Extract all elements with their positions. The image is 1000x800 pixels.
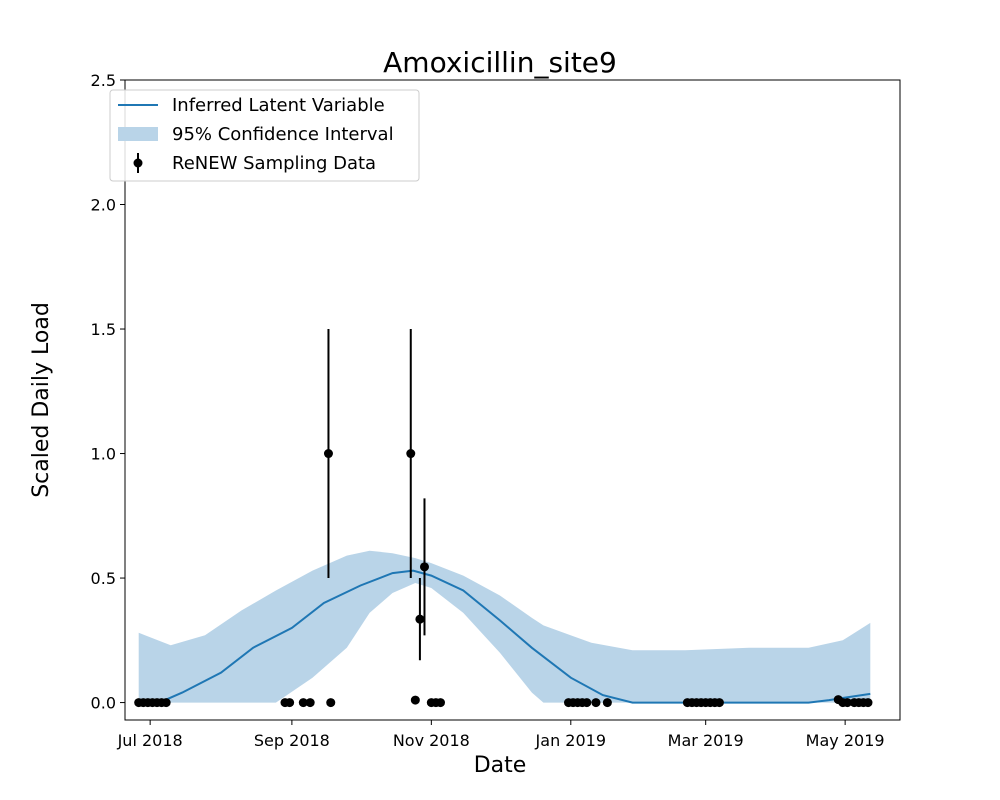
sample-point xyxy=(323,449,333,459)
sample-point xyxy=(415,614,425,624)
y-tick-label: 0.0 xyxy=(91,694,116,713)
sample-point xyxy=(602,698,612,708)
sample-point xyxy=(435,698,445,708)
sample-point xyxy=(419,562,429,572)
x-tick-label: Jan 2019 xyxy=(535,731,606,750)
y-tick-label: 1.5 xyxy=(91,320,116,339)
legend-label-line: Inferred Latent Variable xyxy=(172,95,385,116)
x-tick-label: May 2019 xyxy=(806,731,885,750)
sample-point xyxy=(863,698,873,708)
x-tick-label: Nov 2018 xyxy=(393,731,470,750)
sample-point xyxy=(714,698,724,708)
sample-point xyxy=(842,698,852,708)
legend-band-swatch xyxy=(118,127,158,141)
sampling-points-layer xyxy=(134,329,873,708)
confidence-band xyxy=(138,550,871,703)
y-tick-label: 1.0 xyxy=(91,445,116,464)
y-tick-label: 2.0 xyxy=(91,196,116,215)
legend-label-band: 95% Confidence Interval xyxy=(172,124,394,145)
latent-variable-line xyxy=(138,569,871,704)
x-tick-label: Sep 2018 xyxy=(254,731,330,750)
x-axis-ticks: Jul 2018 Sep 2018 Nov 2018 Jan 2019 Mar 2019… xyxy=(117,720,885,750)
sample-point xyxy=(305,698,315,708)
sample-point xyxy=(591,698,601,708)
x-tick-label: Jul 2018 xyxy=(117,731,183,750)
legend-label-points: ReNEW Sampling Data xyxy=(172,153,376,174)
sample-point xyxy=(298,698,308,708)
y-axis-label: Scaled Daily Load xyxy=(29,302,54,498)
legend-box xyxy=(109,89,420,182)
y-axis-ticks: 0.0 0.5 1.0 1.5 2.0 2.5 xyxy=(91,71,125,713)
sample-point xyxy=(326,698,336,708)
legend: Inferred Latent Variable 95% Confidence … xyxy=(109,89,420,182)
sample-point xyxy=(161,698,171,708)
sample-point xyxy=(410,695,420,705)
latent-line-layer xyxy=(138,569,871,704)
confidence-band-layer xyxy=(138,550,871,703)
sample-point xyxy=(582,698,592,708)
plot-frame xyxy=(124,79,901,721)
sample-point xyxy=(406,449,416,459)
x-axis-label: Date xyxy=(474,753,527,778)
y-tick-label: 2.5 xyxy=(91,71,116,90)
x-tick-label: Mar 2019 xyxy=(668,731,744,750)
chart-title: Amoxicillin_site9 xyxy=(383,46,617,79)
legend-point-swatch xyxy=(133,158,143,168)
sample-point xyxy=(285,698,295,708)
y-tick-label: 0.5 xyxy=(91,569,116,588)
